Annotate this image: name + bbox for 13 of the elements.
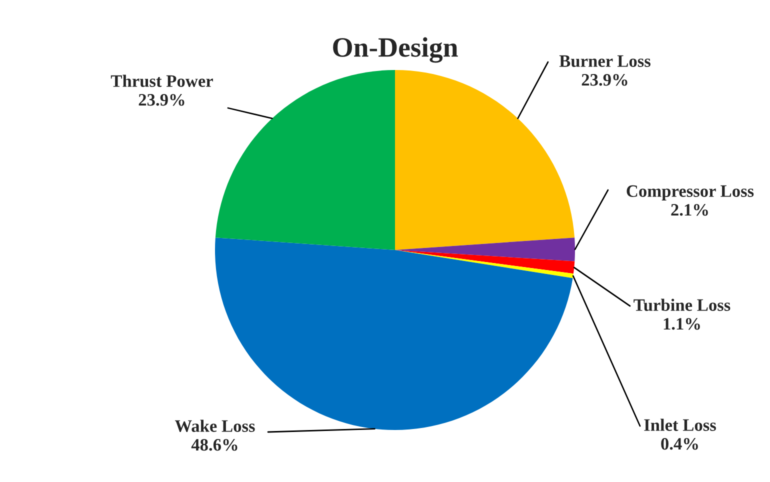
slice-label: Compressor Loss bbox=[626, 185, 754, 200]
chart-title: On-Design bbox=[333, 37, 458, 63]
data-label: 1.1% bbox=[664, 318, 700, 330]
data-label: 0.4% bbox=[661, 438, 698, 450]
slice-label: Wake Loss bbox=[174, 420, 255, 432]
slice-label: Thrust Power bbox=[110, 74, 213, 88]
data-label: 2.1% bbox=[671, 204, 708, 216]
data-label: 48.6% bbox=[191, 439, 238, 451]
slice-label: Turbine Loss bbox=[634, 298, 730, 312]
data-label: 23.9% bbox=[138, 94, 184, 106]
slice-label: Burner Loss bbox=[559, 55, 650, 68]
slice-label: Inlet Loss bbox=[644, 418, 716, 431]
data-label: 23.9% bbox=[582, 74, 628, 86]
